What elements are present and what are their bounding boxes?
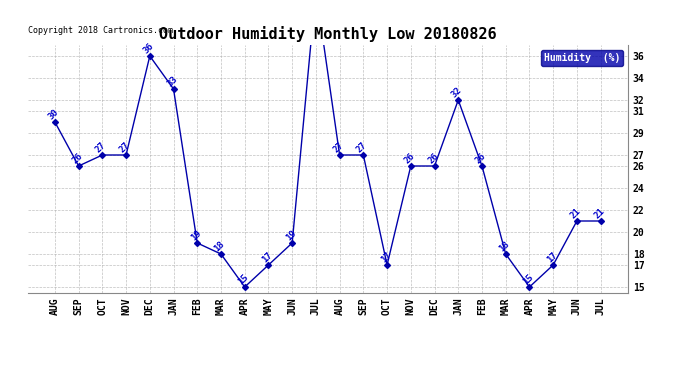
Text: 15: 15	[237, 272, 250, 286]
Text: 17: 17	[545, 250, 559, 264]
Text: 18: 18	[213, 239, 226, 253]
Text: 26: 26	[426, 151, 440, 165]
Text: 21: 21	[592, 206, 607, 220]
Text: 36: 36	[141, 41, 155, 55]
Text: 18: 18	[497, 239, 511, 253]
Text: 33: 33	[165, 74, 179, 88]
Text: 26: 26	[70, 151, 84, 165]
Text: 27: 27	[118, 140, 132, 154]
Text: 19: 19	[284, 228, 298, 242]
Text: 19: 19	[189, 228, 203, 242]
Text: 30: 30	[46, 107, 61, 121]
Text: 26: 26	[473, 151, 488, 165]
Text: 21: 21	[569, 206, 582, 220]
Text: 27: 27	[331, 140, 345, 154]
Title: Outdoor Humidity Monthly Low 20180826: Outdoor Humidity Monthly Low 20180826	[159, 27, 497, 42]
Legend: Humidity  (%): Humidity (%)	[541, 50, 623, 66]
Text: 27: 27	[355, 140, 369, 154]
Text: Copyright 2018 Cartronics.com: Copyright 2018 Cartronics.com	[28, 26, 172, 35]
Text: 26: 26	[402, 151, 417, 165]
Text: 42: 42	[0, 374, 1, 375]
Text: 17: 17	[379, 250, 393, 264]
Text: 15: 15	[521, 272, 535, 286]
Text: 27: 27	[94, 140, 108, 154]
Text: 32: 32	[450, 85, 464, 99]
Text: 17: 17	[260, 250, 274, 264]
